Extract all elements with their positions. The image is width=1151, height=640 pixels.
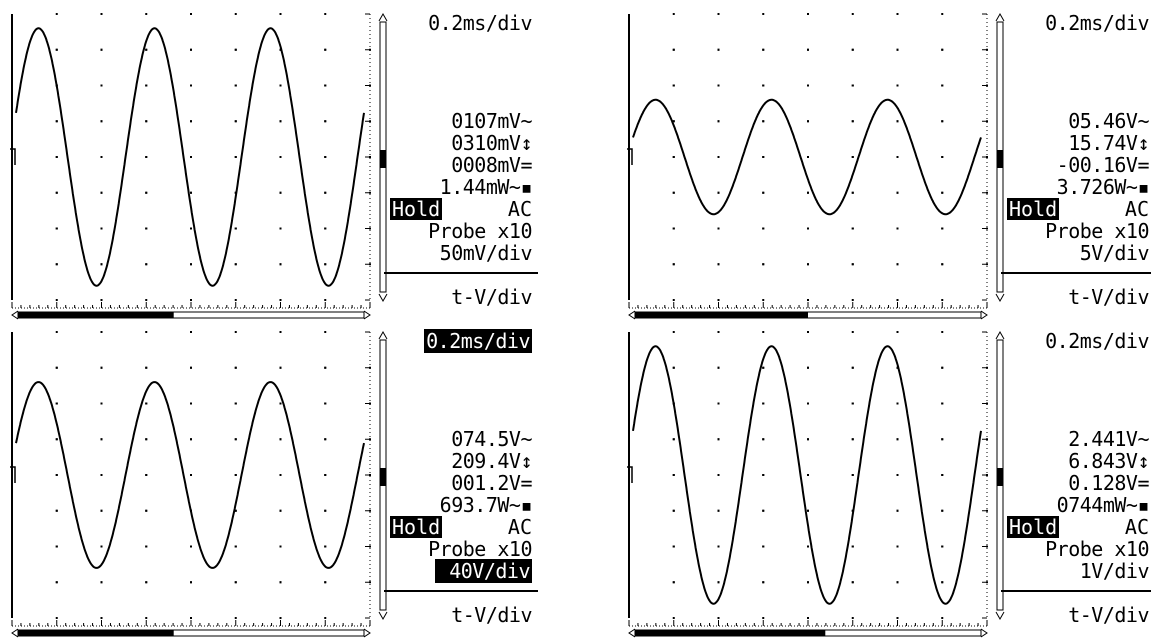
scope-panel-2: 0.2ms/div 05.46V~ 15.74V↕ -00.16V= 3.726… (625, 10, 1151, 322)
hold-indicator[interactable]: Hold (390, 197, 443, 221)
peak-readout: 209.4V↕ (451, 449, 532, 473)
rms-readout: 05.46V~ (1068, 109, 1149, 133)
mode-label[interactable]: t-V/div (451, 285, 532, 309)
waveform-display (627, 331, 988, 638)
rms-readout: 0107mV~ (451, 109, 532, 133)
hold-indicator[interactable]: Hold (1007, 515, 1060, 539)
scope-panel-3: 0.2ms/div 074.5V~ 209.4V↕ 001.2V= 693.7W… (8, 328, 538, 640)
scope-panel-4: 0.2ms/div 2.441V~ 6.843V↕ 0.128V= 0744mW… (625, 328, 1151, 640)
hold-indicator[interactable]: Hold (390, 515, 443, 539)
trigger-marker (10, 466, 16, 483)
power-readout: 693.7W~▪ (439, 493, 533, 517)
scroll-up-arrow (378, 12, 388, 22)
peak-readout: 6.843V↕ (1068, 449, 1149, 473)
scroll-down-arrow (378, 293, 388, 303)
probe-setting[interactable]: Probe x10 (1045, 219, 1149, 243)
h-scroll-thumb (18, 312, 174, 318)
vdiv-label[interactable]: 1V/div (1079, 559, 1150, 583)
power-readout: 0744mW~▪ (1056, 493, 1150, 517)
separator (1001, 272, 1151, 274)
grid-dots (628, 331, 988, 619)
h-scroll-thumb (18, 630, 174, 636)
v-scroll-thumb (997, 468, 1003, 486)
vdiv-label[interactable]: 5V/div (1079, 241, 1150, 265)
trigger-marker (10, 148, 16, 165)
grid-dots (11, 13, 371, 301)
scroll-slider[interactable] (995, 12, 1005, 304)
probe-setting[interactable]: Probe x10 (428, 219, 532, 243)
readout-pane: 0.2ms/div 0107mV~ 0310mV↕ 0008mV= 1.44mW… (378, 10, 538, 322)
scroll-left-arrow (11, 310, 19, 320)
timebase-label[interactable]: 0.2ms/div (424, 329, 532, 353)
waveform-trace (15, 27, 365, 287)
scroll-down-arrow (995, 611, 1005, 621)
waveform-display (627, 13, 988, 320)
scroll-right-arrow (363, 310, 371, 320)
v-scroll-thumb (380, 150, 386, 168)
v-scroll-thumb (997, 150, 1003, 168)
power-readout: 3.726W~▪ (1056, 175, 1150, 199)
power-readout: 1.44mW~▪ (439, 175, 533, 199)
vdiv-label[interactable]: 50mV/div (439, 241, 533, 265)
dc-readout: 001.2V= (451, 471, 532, 495)
vdiv-label[interactable]: 40V/div (435, 559, 532, 583)
scroll-right-arrow (363, 628, 371, 638)
separator (384, 272, 538, 274)
h-scroll-thumb (635, 630, 826, 636)
readout-pane: 0.2ms/div 2.441V~ 6.843V↕ 0.128V= 0744mW… (995, 328, 1151, 640)
waveform-display (10, 13, 371, 320)
coupling-indicator[interactable]: AC (1124, 197, 1149, 221)
peak-readout: 0310mV↕ (451, 131, 532, 155)
scroll-right-arrow (980, 628, 988, 638)
scroll-down-arrow (378, 611, 388, 621)
scroll-slider[interactable] (378, 330, 388, 622)
dc-readout: 0008mV= (451, 153, 532, 177)
rms-readout: 2.441V~ (1068, 427, 1149, 451)
scroll-slider[interactable] (995, 330, 1005, 622)
scroll-right-arrow (980, 310, 988, 320)
scroll-left-arrow (628, 310, 636, 320)
trigger-marker (627, 466, 633, 483)
readout-pane: 0.2ms/div 05.46V~ 15.74V↕ -00.16V= 3.726… (995, 10, 1151, 322)
timebase-label[interactable]: 0.2ms/div (428, 11, 532, 35)
coupling-indicator[interactable]: AC (507, 197, 532, 221)
waveform-trace (632, 98, 982, 216)
dc-readout: 0.128V= (1068, 471, 1149, 495)
coupling-indicator[interactable]: AC (507, 515, 532, 539)
waveform-trace (15, 381, 365, 569)
scroll-up-arrow (995, 12, 1005, 22)
waveform-trace (632, 345, 982, 605)
mode-label[interactable]: t-V/div (451, 603, 532, 627)
separator (384, 590, 538, 592)
dc-readout: -00.16V= (1056, 153, 1150, 177)
readout-pane: 0.2ms/div 074.5V~ 209.4V↕ 001.2V= 693.7W… (378, 328, 538, 640)
scroll-slider[interactable] (378, 12, 388, 304)
scope-panel-1: 0.2ms/div 0107mV~ 0310mV↕ 0008mV= 1.44mW… (8, 10, 538, 322)
waveform-display (10, 331, 371, 638)
grid-dots (628, 13, 988, 301)
scroll-down-arrow (995, 293, 1005, 303)
scroll-left-arrow (11, 628, 19, 638)
probe-setting[interactable]: Probe x10 (428, 537, 532, 561)
scroll-left-arrow (628, 628, 636, 638)
rms-readout: 074.5V~ (451, 427, 532, 451)
timebase-label[interactable]: 0.2ms/div (1045, 329, 1149, 353)
separator (1001, 590, 1151, 592)
hold-indicator[interactable]: Hold (1007, 197, 1060, 221)
scroll-up-arrow (378, 330, 388, 340)
h-scroll-thumb (635, 312, 808, 318)
timebase-label[interactable]: 0.2ms/div (1045, 11, 1149, 35)
coupling-indicator[interactable]: AC (1124, 515, 1149, 539)
grid-dots (11, 331, 371, 619)
probe-setting[interactable]: Probe x10 (1045, 537, 1149, 561)
peak-readout: 15.74V↕ (1068, 131, 1149, 155)
v-scroll-thumb (380, 468, 386, 486)
trigger-marker (627, 148, 633, 165)
scroll-up-arrow (995, 330, 1005, 340)
mode-label[interactable]: t-V/div (1068, 603, 1149, 627)
mode-label[interactable]: t-V/div (1068, 285, 1149, 309)
